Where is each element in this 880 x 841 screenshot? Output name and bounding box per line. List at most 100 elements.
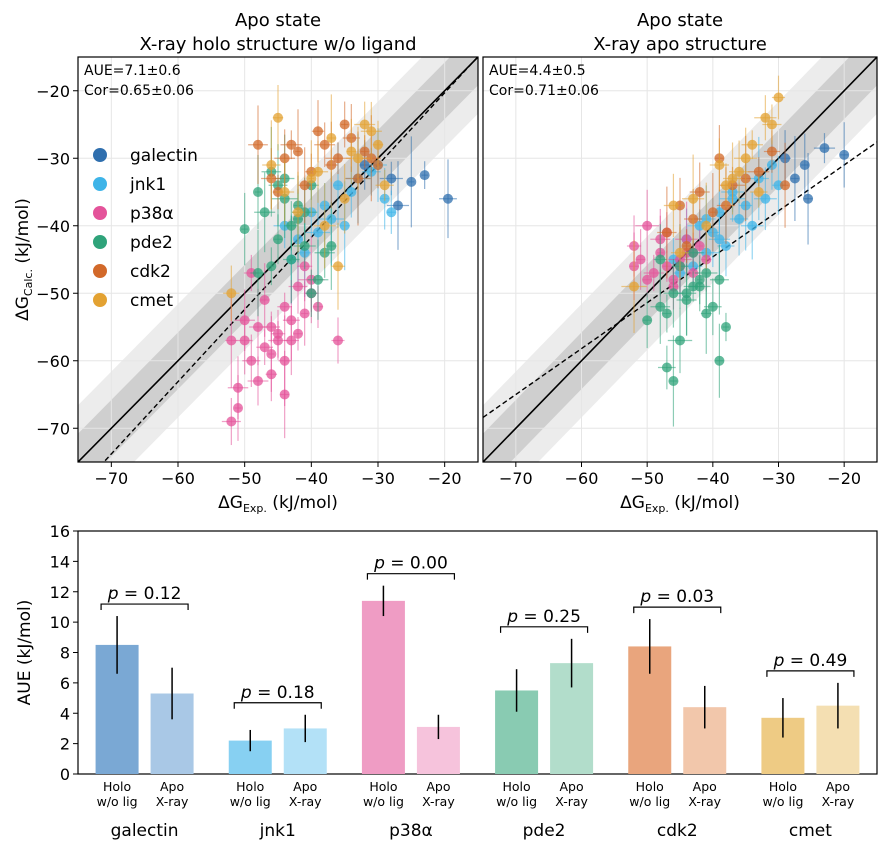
legend-label-pde2: pde2 (130, 233, 173, 253)
point-cmet (760, 112, 771, 123)
bar-label-line2: X-ray (156, 794, 189, 809)
left-scatter-panel: −70 −60 −50 −40 −30 −20 −70 −60 −50 −40 −30 −20 AUE=… (13, 56, 479, 515)
point-cmet (353, 153, 363, 164)
y-tick-label: −30 (36, 149, 70, 168)
bar-label-line1: Apo (693, 779, 717, 794)
p-value-label: p = 0.25 (506, 607, 581, 627)
bar-label-line2: X-ray (822, 794, 855, 809)
point-cmet (747, 139, 758, 150)
right-title-line-2: X-ray apo structure (593, 34, 767, 55)
point-p38α (259, 295, 270, 305)
point-pde2 (655, 301, 666, 312)
point-jnk1 (386, 207, 397, 218)
point-galectin (443, 193, 453, 204)
aue-stat: AUE=7.1±0.6 (84, 63, 181, 79)
x-tick-label: −40 (696, 469, 730, 488)
x-tick-label: −20 (827, 469, 861, 488)
group-label-p38α: p38α (389, 821, 433, 841)
point-cmet (293, 207, 303, 218)
significance-bracket (633, 606, 722, 614)
x-tick-label: −50 (228, 469, 262, 488)
x-tick-label: −30 (762, 469, 796, 488)
plot-area (78, 57, 478, 462)
point-p38α (642, 220, 653, 231)
point-cmet (714, 160, 725, 170)
point-cmet (359, 119, 370, 130)
point-galectin (419, 170, 430, 181)
point-cdk2 (780, 180, 791, 191)
x-tick-label: −70 (499, 469, 533, 488)
point-pde2 (701, 308, 712, 319)
significance-bracket (366, 573, 456, 580)
y-tick-label: −50 (36, 284, 70, 303)
point-p38α (286, 315, 297, 326)
point-cmet (273, 112, 283, 123)
point-cmet (319, 220, 330, 231)
y-tick-label: 6 (60, 674, 70, 693)
point-cmet (279, 187, 290, 197)
bar-y-axis-label: AUE (kJ/mol) (15, 600, 35, 706)
group-label-pde2: pde2 (523, 821, 566, 841)
y-tick-label: 8 (60, 644, 70, 663)
point-pde2 (286, 254, 297, 265)
bar-label-line2: X-ray (289, 794, 322, 809)
y-tick-label: 14 (50, 552, 70, 571)
bar-label-line1: Apo (426, 779, 450, 794)
bar-label-line2: X-ray (422, 794, 455, 809)
bar-p38α-holo (361, 600, 405, 774)
point-pde2 (273, 234, 283, 245)
legend-label-p38α: p38α (130, 204, 174, 224)
point-p38α (266, 349, 277, 359)
legend-label-cmet: cmet (130, 291, 173, 311)
point-p38α (333, 335, 343, 346)
x-tick-label: −60 (565, 469, 599, 488)
point-pde2 (661, 308, 672, 319)
point-jnk1 (333, 180, 343, 191)
significance-bracket (499, 626, 589, 633)
point-cmet (226, 288, 237, 299)
point-cdk2 (661, 227, 672, 238)
point-p38α (253, 376, 263, 386)
significance-bracket (100, 603, 189, 611)
significance-bracket (233, 702, 322, 709)
x-tick-label: −40 (294, 469, 328, 488)
point-galectin (393, 200, 403, 211)
point-cmet (333, 261, 343, 272)
point-p38α (273, 328, 283, 339)
right-scatter-panel: −70 −60 −50 −40 −30 −20 AUE=4.4±0.5 Cor=0.71±0.… (482, 56, 878, 515)
point-cdk2 (694, 187, 705, 197)
point-pde2 (306, 288, 317, 299)
point-p38α (279, 301, 290, 312)
legend-marker-cmet (93, 293, 107, 307)
point-cmet (326, 133, 337, 143)
point-p38α (293, 328, 303, 339)
point-pde2 (694, 281, 705, 292)
point-pde2 (253, 268, 263, 278)
point-cmet (629, 281, 640, 292)
point-p38α (233, 403, 243, 413)
bar-label-line2: w/o lig (230, 794, 271, 809)
regression-line (102, 57, 478, 462)
y-tick-label: 12 (50, 583, 70, 602)
point-cdk2 (339, 119, 350, 130)
y-tick-label: −70 (36, 419, 70, 438)
point-jnk1 (760, 193, 771, 204)
point-cmet (701, 220, 712, 231)
legend-marker-pde2 (93, 235, 107, 249)
point-pde2 (714, 355, 725, 366)
point-cmet (727, 173, 738, 184)
point-cdk2 (359, 146, 370, 157)
point-galectin (789, 173, 800, 184)
point-galectin (839, 149, 850, 160)
x-tick-label: −30 (361, 469, 395, 488)
group-label-jnk1: jnk1 (259, 821, 296, 841)
point-p38α (299, 308, 310, 319)
point-p38α (246, 355, 257, 366)
point-pde2 (661, 362, 672, 373)
left-title-line-2: X-ray holo structure w/o ligand (139, 34, 416, 55)
point-pde2 (313, 274, 323, 285)
point-galectin (803, 193, 814, 204)
point-p38α (642, 274, 653, 285)
significance-bracket (766, 670, 855, 677)
point-pde2 (707, 301, 718, 312)
